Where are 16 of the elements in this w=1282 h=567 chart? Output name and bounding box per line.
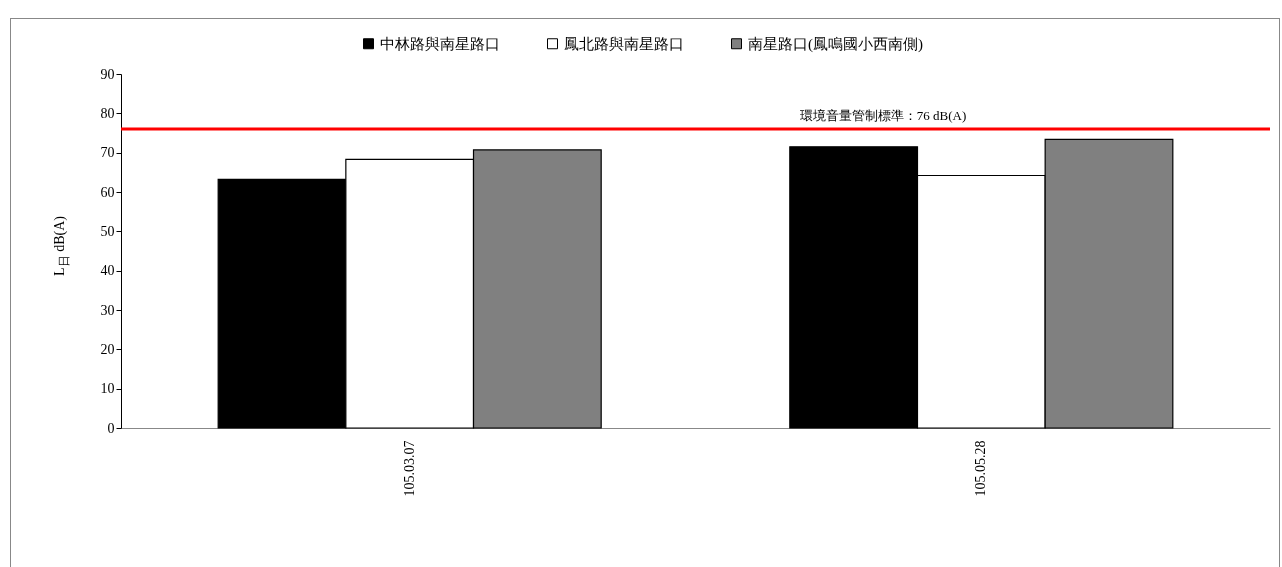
y-tick-label: 40 bbox=[100, 263, 115, 279]
y-tick-label: 0 bbox=[107, 420, 115, 436]
y-tick-label: 30 bbox=[100, 302, 115, 318]
y-tick-label: 50 bbox=[100, 223, 115, 239]
x-tick-label: 105.03.07 bbox=[401, 440, 417, 497]
x-tick-label: 105.05.28 bbox=[973, 440, 989, 497]
y-tick-label: 10 bbox=[100, 381, 115, 397]
y-tick-label: 20 bbox=[100, 341, 115, 357]
legend-label: 鳳北路與南星路口 bbox=[564, 35, 684, 52]
y-tick-label: 70 bbox=[100, 145, 115, 161]
y-tick-label: 80 bbox=[100, 105, 115, 121]
ref-line-label: 環境音量管制標準：76 dB(A) bbox=[799, 108, 967, 124]
y-tick-label: 90 bbox=[100, 66, 115, 82]
y-tick-label: 60 bbox=[100, 184, 115, 200]
legend-label: 中林路與南星路口 bbox=[380, 35, 500, 52]
legend-label: 南星路口(鳳鳴國小西南側) bbox=[748, 35, 923, 53]
